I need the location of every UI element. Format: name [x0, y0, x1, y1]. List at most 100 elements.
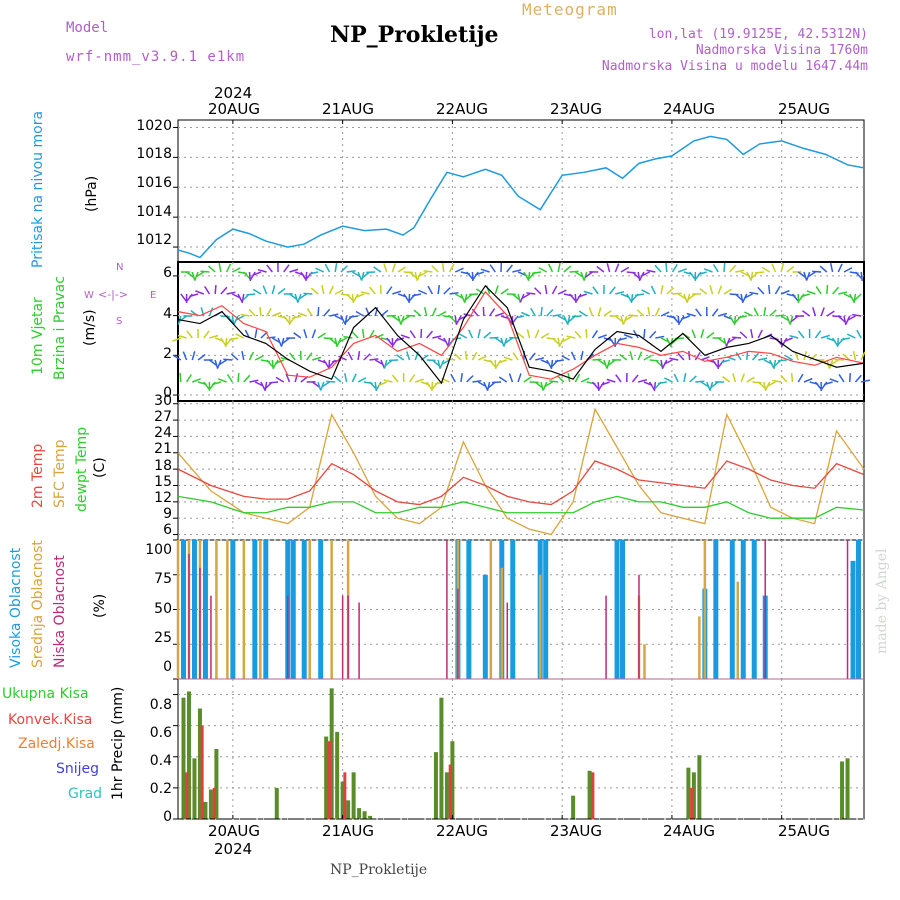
precip-total-bar [208, 789, 213, 819]
wind-arrow [703, 268, 713, 273]
wind-arrow [466, 271, 474, 280]
wind-arrow [514, 315, 525, 319]
wind-arrow [547, 263, 554, 273]
wind-arrow [464, 350, 468, 361]
wind-arrow [711, 308, 719, 317]
precip-conv-bar [200, 725, 204, 819]
wind-arrow [454, 353, 462, 361]
wind-arrow [269, 381, 279, 384]
wind-arrow [463, 293, 468, 303]
wind-arrow [794, 351, 799, 361]
wind-arrow [346, 293, 354, 301]
precip-total-bar [433, 752, 438, 819]
precip-total-bar [181, 697, 186, 819]
wind-arrow [368, 381, 377, 389]
wind-arrow [468, 329, 474, 339]
cloud-high-bar [620, 540, 626, 679]
wind-arrow [641, 289, 650, 295]
wind-arrow [226, 291, 236, 295]
wind-arrow [477, 355, 487, 361]
wind-arrow [220, 337, 227, 347]
temp-tick: 27 [154, 409, 172, 425]
wind-arrow [718, 312, 728, 317]
cloud-low-bar [457, 588, 459, 679]
wind-arrow [460, 372, 463, 383]
wind-arrow [860, 379, 871, 383]
wind-arrow [360, 271, 365, 281]
wind-arrow [396, 354, 405, 361]
wind-arrow [774, 285, 781, 295]
wind-arrow [843, 267, 853, 273]
wind-arrow [687, 293, 696, 301]
wind-arrow [289, 315, 296, 324]
pressure-tick: 1020 [136, 118, 172, 134]
wind-arrow [700, 329, 705, 339]
wind-arrow [400, 334, 410, 339]
wind-arrow [752, 381, 762, 384]
wind-arrow [488, 308, 496, 317]
wind-arrow [208, 359, 218, 367]
wind-arrow [248, 351, 255, 361]
wind-arrow [580, 377, 590, 383]
precip-total-bar [362, 811, 367, 819]
wind-arrow [580, 271, 585, 281]
wind-arrow [504, 337, 513, 344]
wind-arrow [357, 350, 361, 361]
wind-arrow [289, 268, 299, 273]
precip-total-bar [203, 801, 208, 819]
wind-arrow [289, 352, 296, 361]
cloud-low-bar [199, 567, 201, 679]
cloud-high-bar [510, 540, 516, 679]
wind-arrow [571, 315, 582, 318]
wind-arrow [373, 266, 382, 273]
wind-arrow [266, 336, 276, 339]
top-day-label: 23AUG [550, 100, 602, 118]
wind-arrow [321, 285, 325, 295]
wind-arrow [328, 337, 337, 345]
wind-arrow [223, 358, 233, 361]
wind-arrow [649, 330, 657, 339]
wind-arrow [694, 351, 701, 361]
precip-conv-bar [343, 772, 347, 819]
wind-arrow [480, 268, 490, 273]
wind-arrow [500, 337, 505, 347]
wind-arrow [454, 267, 464, 273]
wind-arrow [361, 328, 365, 339]
cloud-mid-bar [489, 540, 493, 679]
cloud-high-bar [301, 540, 307, 679]
top-day-label: 20AUG [208, 100, 260, 118]
wind-arrow [591, 330, 598, 339]
wind-arrow [495, 359, 502, 368]
wind-arrow [229, 337, 239, 341]
wind-arrow [294, 373, 299, 383]
wind-arrow [780, 289, 790, 295]
wind-arrow [409, 271, 417, 279]
wind-arrow [383, 263, 388, 273]
wind-arrow [588, 307, 594, 317]
wind-arrow [212, 381, 222, 386]
wind-arrow [368, 286, 376, 295]
wind-arrow [683, 373, 687, 383]
wind-arrow [534, 381, 543, 389]
cloud-low-bar [358, 602, 360, 679]
wind-arrow [709, 285, 714, 295]
wind-arrow [297, 312, 307, 317]
wind-arrow [403, 293, 410, 302]
wind-arrow [750, 329, 754, 339]
wind-arrow [383, 359, 388, 369]
precip-total-bar [340, 781, 345, 819]
wind-arrow [842, 353, 851, 361]
precip-total-bar [186, 691, 191, 819]
wind-arrow [186, 271, 195, 279]
cloud-mid-bar [500, 567, 504, 679]
wind-arrow [823, 381, 833, 386]
wind-arrow [441, 359, 450, 366]
wind-arrow [729, 264, 737, 273]
bottom-day-label: 25AUG [778, 822, 830, 840]
wind-arrow [798, 293, 805, 302]
wind-arrow [231, 267, 241, 273]
wind-arrow [323, 359, 330, 368]
wind-arrow [357, 271, 363, 281]
wind-arrow [636, 309, 645, 317]
wind-arrow [521, 293, 530, 300]
